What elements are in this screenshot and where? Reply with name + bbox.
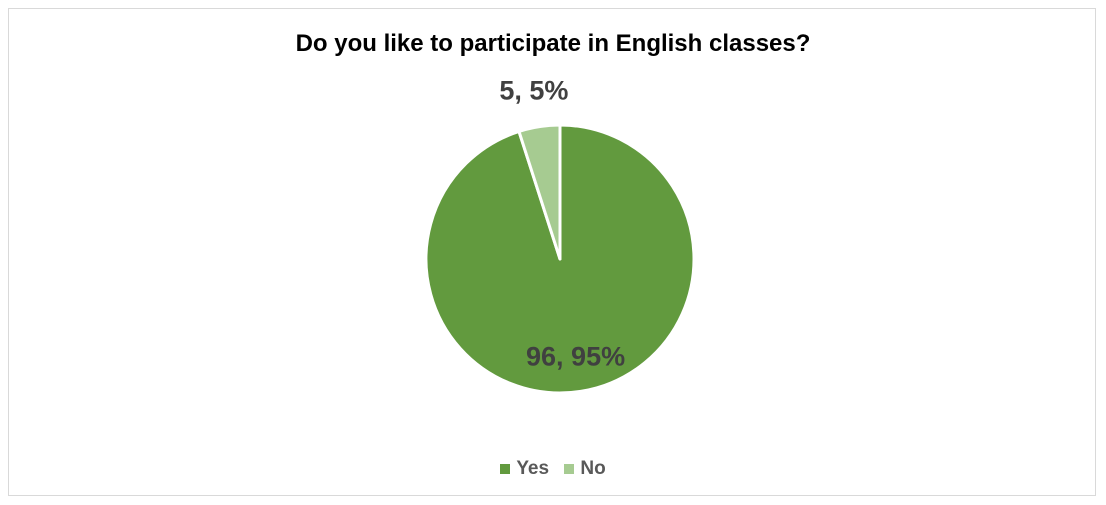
legend-item-no: No — [564, 458, 606, 480]
legend-swatch-no — [564, 464, 575, 474]
pie-slice-no — [517, 123, 562, 261]
legend-label-no: No — [580, 458, 606, 479]
legend-item-yes: Yes — [500, 458, 549, 480]
legend-swatch-yes — [500, 464, 511, 474]
legend-label-yes: Yes — [516, 458, 550, 479]
legend: Yes No — [0, 458, 1106, 480]
data-label-yes: 96, 95% — [526, 341, 625, 371]
data-label-no: 5, 5% — [499, 75, 568, 105]
chart-title: Do you like to participate in English cl… — [295, 30, 811, 57]
